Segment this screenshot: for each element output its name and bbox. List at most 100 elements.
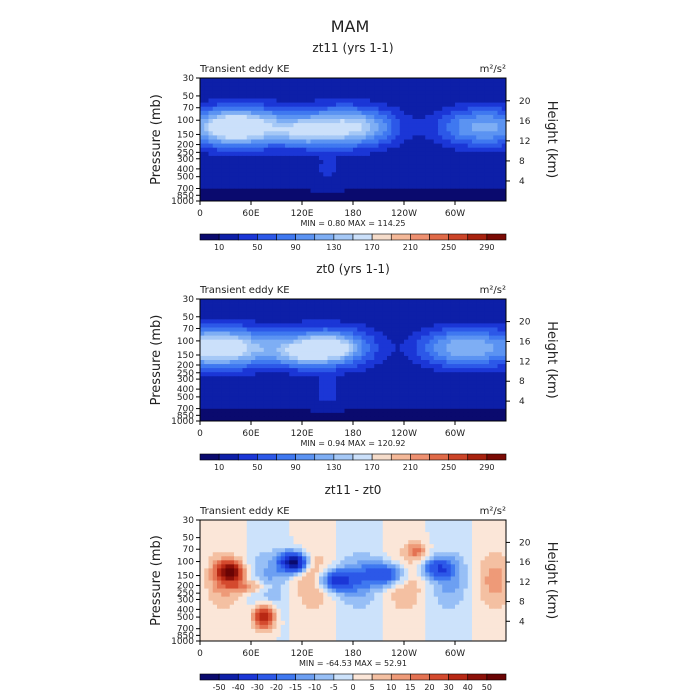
heatmap-cell	[467, 544, 473, 549]
heatmap-cell	[285, 368, 290, 373]
heatmap-cell	[501, 168, 507, 173]
heatmap-cell	[378, 327, 384, 332]
heatmap-cell	[204, 540, 209, 545]
heatmap-cell	[450, 380, 456, 385]
heatmap-cell	[429, 127, 435, 132]
heatmap-cell	[242, 319, 248, 324]
heatmap-cell	[212, 160, 218, 165]
heatmap-cell	[408, 160, 413, 165]
heatmap-cell	[361, 311, 367, 316]
heatmap-cell	[208, 412, 214, 418]
heatmap-cell	[306, 168, 311, 173]
heatmap-cell	[251, 311, 256, 316]
heatmap-cell	[323, 188, 328, 194]
heatmap-cell	[225, 196, 231, 202]
heatmap-cell	[268, 164, 273, 169]
heatmap-cell	[378, 127, 384, 132]
heatmap-cell	[234, 544, 239, 549]
heatmap-cell	[442, 307, 447, 312]
heatmap-cell	[501, 528, 507, 533]
heatmap-cell	[429, 327, 435, 332]
heatmap-cell	[391, 151, 396, 157]
heatmap-cell	[361, 315, 367, 320]
heatmap-cell	[438, 135, 443, 140]
heatmap-cell	[399, 319, 405, 324]
heatmap-cell	[208, 114, 214, 120]
heatmap-cell	[272, 404, 277, 410]
heatmap-cell	[302, 327, 307, 332]
heatmap-cell	[276, 299, 282, 304]
heatmap-cell	[238, 351, 243, 357]
heatmap-cell	[340, 164, 345, 169]
heatmap-cell	[221, 176, 226, 181]
heatmap-cell	[493, 400, 498, 406]
heatmap-cell	[438, 98, 443, 103]
heatmap-cell	[272, 176, 277, 181]
heatmap-cell	[319, 139, 324, 144]
heatmap-cell	[476, 323, 481, 328]
heatmap-cell	[387, 139, 392, 144]
heatmap-cell	[310, 323, 316, 328]
heatmap-cell	[238, 404, 243, 410]
heatmap-cell	[336, 172, 341, 177]
heatmap-cell	[289, 524, 294, 529]
heatmap-cell	[297, 123, 303, 128]
heatmap-cell	[225, 355, 231, 361]
heatmap-cell	[455, 536, 460, 541]
heatmap-cell	[365, 360, 371, 365]
heatmap-cell	[285, 392, 290, 397]
heatmap-cell	[408, 299, 413, 304]
heatmap-cell	[365, 78, 371, 83]
heatmap-cell	[421, 392, 426, 397]
heatmap-cell	[501, 364, 507, 369]
heatmap-cell	[234, 347, 239, 353]
heatmap-cell	[280, 544, 286, 549]
heatmap-cell	[302, 82, 307, 87]
heatmap-cell	[421, 78, 426, 83]
colorbar-box	[199, 233, 220, 241]
heatmap-cell	[374, 188, 379, 194]
heatmap-cell	[208, 299, 214, 304]
heatmap-cell	[319, 532, 324, 537]
heatmap-cell	[459, 372, 464, 377]
heatmap-field	[200, 78, 507, 202]
heatmap-cell	[285, 376, 290, 381]
heatmap-cell	[408, 155, 413, 161]
heatmap-cell	[340, 528, 345, 533]
heatmap-cell	[276, 319, 282, 324]
heatmap-cell	[382, 360, 388, 365]
heatmap-cell	[365, 528, 371, 533]
heatmap-cell	[408, 94, 413, 99]
heatmap-cell	[480, 307, 486, 312]
heatmap-cell	[340, 408, 345, 414]
heatmap-cell	[302, 299, 307, 304]
heatmap-cell	[467, 78, 473, 83]
heatmap-cell	[412, 176, 418, 181]
heatmap-cell	[259, 416, 265, 422]
heatmap-cell	[344, 94, 350, 99]
heatmap-cell	[484, 114, 490, 120]
heatmap-cell	[446, 127, 452, 132]
heatmap-cell	[442, 392, 447, 397]
heatmap-cell	[289, 188, 294, 194]
heatmap-cell	[200, 388, 205, 393]
heatmap-cell	[425, 520, 430, 525]
heatmap-cell	[467, 351, 473, 357]
heatmap-cell	[293, 172, 299, 177]
heatmap-cell	[455, 110, 460, 116]
heatmap-cell	[336, 380, 341, 385]
heatmap-cell	[276, 164, 282, 169]
heatmap-cell	[442, 102, 447, 108]
heatmap-cell	[395, 311, 401, 316]
heatmap-cell	[395, 143, 401, 149]
heatmap-cell	[433, 196, 439, 202]
heatmap-cell	[493, 364, 498, 369]
heatmap-cell	[221, 327, 226, 332]
heatmap-cell	[438, 331, 443, 336]
heatmap-cell	[310, 335, 316, 341]
heatmap-cell	[246, 392, 252, 397]
heatmap-cell	[399, 380, 405, 385]
heatmap-cell	[395, 119, 401, 124]
heatmap-cell	[399, 540, 405, 545]
heatmap-cell	[459, 114, 464, 120]
